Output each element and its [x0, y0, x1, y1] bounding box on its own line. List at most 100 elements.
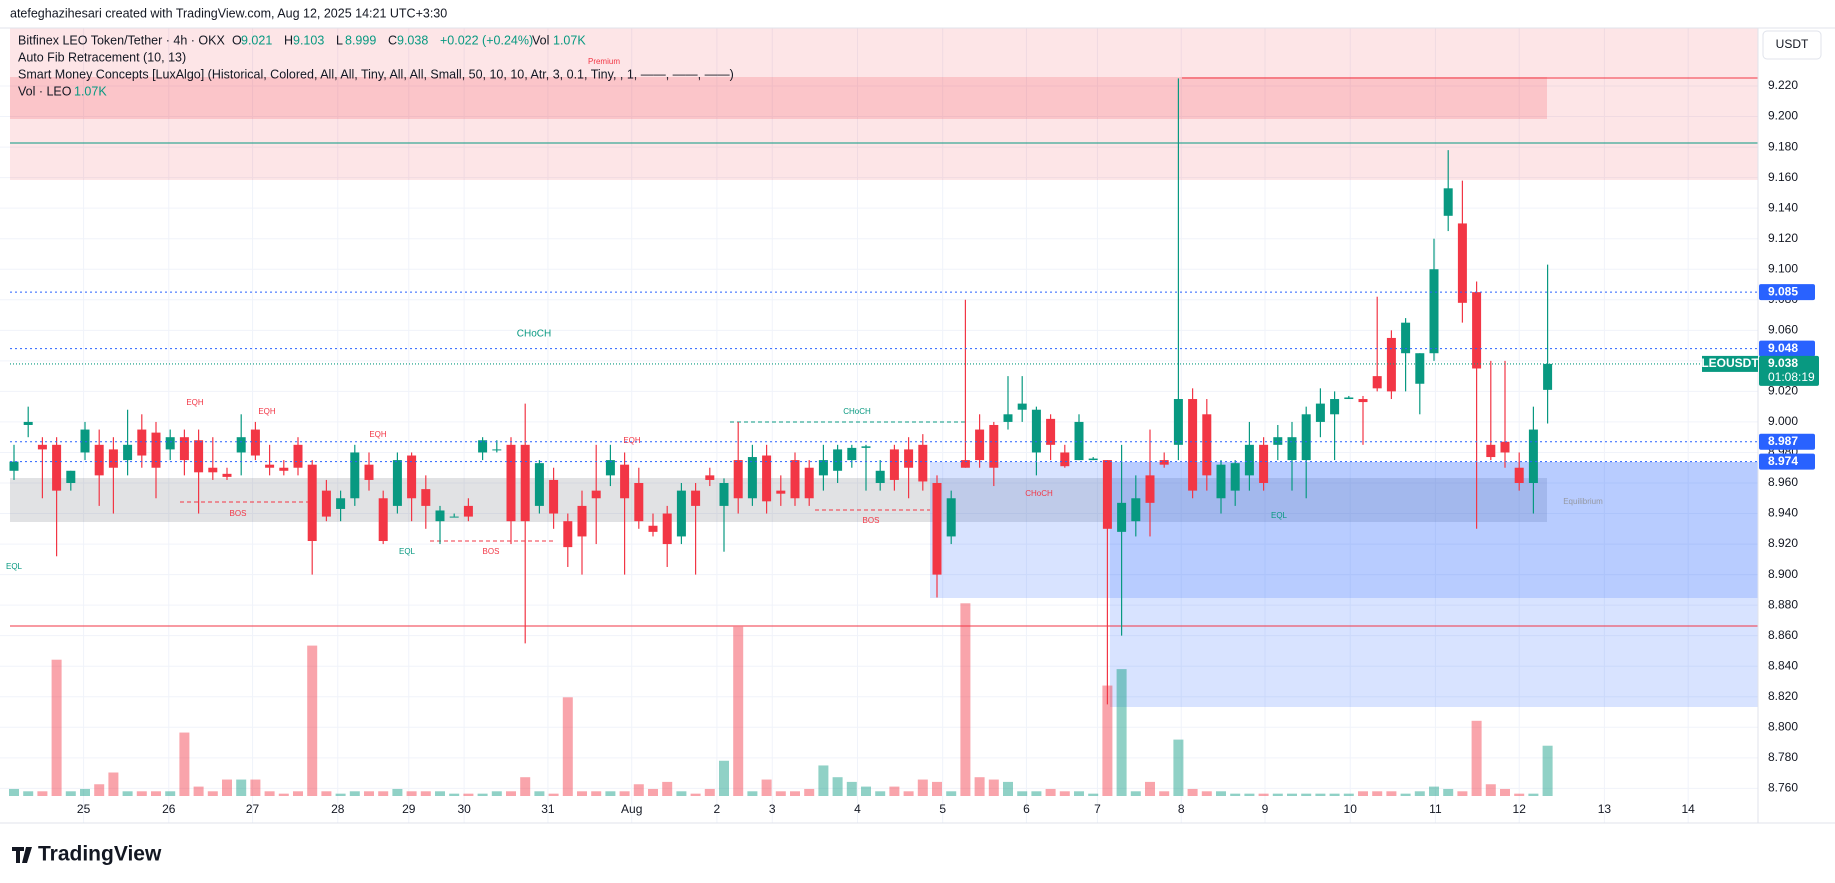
- y-tick-label: 8.880: [1768, 597, 1798, 611]
- volume-bar: [1287, 793, 1297, 796]
- volume-bar: [704, 788, 715, 796]
- volume-bar: [1059, 791, 1070, 796]
- volume-bar: [1017, 791, 1028, 796]
- volume-bar: [1457, 791, 1468, 796]
- countdown: 01:08:19: [1768, 370, 1815, 384]
- candle-body: [1500, 441, 1510, 453]
- volume-label: Vol · LEO: [18, 84, 72, 98]
- volume-bar: [222, 779, 232, 796]
- candle-body: [1528, 429, 1538, 483]
- volume-bar: [889, 786, 900, 796]
- logo-mark: [12, 847, 32, 863]
- volume-bar: [1145, 781, 1155, 796]
- candle-body: [137, 429, 147, 456]
- candle-body: [208, 467, 218, 473]
- volume-bar: [1343, 793, 1354, 796]
- y-tick-label: 8.800: [1768, 719, 1798, 733]
- y-tick-label: 9.100: [1768, 261, 1798, 275]
- candle-body: [790, 460, 800, 499]
- y-tick-label: 8.960: [1768, 475, 1798, 489]
- candle-body: [563, 521, 573, 548]
- volume-bar: [790, 791, 800, 796]
- candle-body: [762, 455, 772, 502]
- y-tick-label: 9.180: [1768, 139, 1798, 153]
- volume-bar: [477, 793, 488, 796]
- candle-body: [946, 498, 956, 537]
- volume-bar: [932, 781, 942, 796]
- volume-bar: [861, 786, 871, 796]
- plot: Premium CHoCH CHoCH EQH EQH EQH EQH BOS BOS BOS CH…: [6, 57, 1758, 796]
- volume-bar: [988, 779, 999, 796]
- volume-bar: [1216, 791, 1226, 796]
- annotation: CHoCH: [843, 407, 871, 416]
- candle-body: [250, 429, 260, 456]
- annotation: EQH: [186, 398, 204, 407]
- annotation: CHoCH: [517, 329, 551, 340]
- volume-bar: [1116, 669, 1127, 796]
- price-label-box: [1759, 433, 1815, 450]
- volume-bar: [534, 791, 545, 796]
- annotation: Premium: [588, 57, 620, 66]
- candle-body: [818, 460, 828, 476]
- candle-body: [932, 482, 942, 575]
- candle-body: [634, 482, 644, 522]
- volume-bar: [264, 791, 275, 796]
- annotation: BOS: [483, 547, 500, 556]
- candle-body: [151, 432, 161, 468]
- annotation: EQL: [399, 547, 416, 556]
- candle-body: [1443, 188, 1453, 216]
- volume-bar: [562, 697, 573, 796]
- volume-bar: [1372, 791, 1383, 796]
- candle-body: [123, 444, 133, 461]
- order-block: [930, 462, 1758, 598]
- candle-body: [463, 505, 473, 517]
- volume-bar: [151, 791, 161, 796]
- volume-bar: [1443, 788, 1454, 796]
- candle-body: [1259, 444, 1269, 483]
- candle-body: [506, 444, 516, 522]
- volume-bar: [719, 760, 729, 796]
- premium-block: [10, 77, 1547, 119]
- candle-body: [265, 464, 275, 468]
- x-tick-label: 26: [162, 802, 176, 816]
- x-tick-label: 31: [541, 802, 555, 816]
- candle-body: [421, 489, 431, 506]
- volume-bar: [165, 791, 176, 796]
- volume-bar: [1429, 786, 1439, 796]
- candle-body: [904, 449, 914, 468]
- candle-body: [591, 490, 601, 499]
- currency[interactable]: USDT: [1776, 37, 1809, 51]
- candle-body: [37, 444, 47, 450]
- candle-body: [605, 460, 615, 476]
- x-tick-label: 28: [331, 802, 345, 816]
- volume-bar: [1201, 791, 1212, 796]
- candle-body: [1344, 397, 1354, 400]
- candle-body: [293, 444, 303, 468]
- volume-bar: [1528, 793, 1539, 796]
- candle-body: [534, 463, 544, 506]
- candle-body: [449, 516, 459, 518]
- volume-bar: [591, 791, 602, 796]
- volume-bar: [875, 791, 886, 796]
- volume-bar: [307, 645, 318, 796]
- candle-body: [1202, 414, 1212, 476]
- x-tick-label: 3: [769, 802, 776, 816]
- symbol: Bitfinex LEO Token/Tether · 4h · OKX: [18, 33, 225, 47]
- candle-body: [1216, 464, 1226, 499]
- y-tick-label: 9.020: [1768, 384, 1798, 398]
- y-tick-label: 9.140: [1768, 200, 1798, 214]
- x-tick-label: 10: [1344, 802, 1358, 816]
- candle-body: [918, 444, 928, 482]
- volume-bar: [449, 793, 460, 796]
- currency-button[interactable]: [1762, 30, 1822, 60]
- volume-bar: [804, 788, 815, 796]
- candle-body: [889, 449, 899, 480]
- price-label: 8.987: [1768, 434, 1798, 448]
- y-tick-label: 9.120: [1768, 231, 1798, 245]
- candle-body: [478, 440, 488, 453]
- candle-body: [776, 490, 786, 494]
- candle-body: [875, 470, 885, 483]
- candle-body: [279, 467, 289, 471]
- candle-body: [1046, 418, 1056, 445]
- x-tick-label: 13: [1598, 802, 1612, 816]
